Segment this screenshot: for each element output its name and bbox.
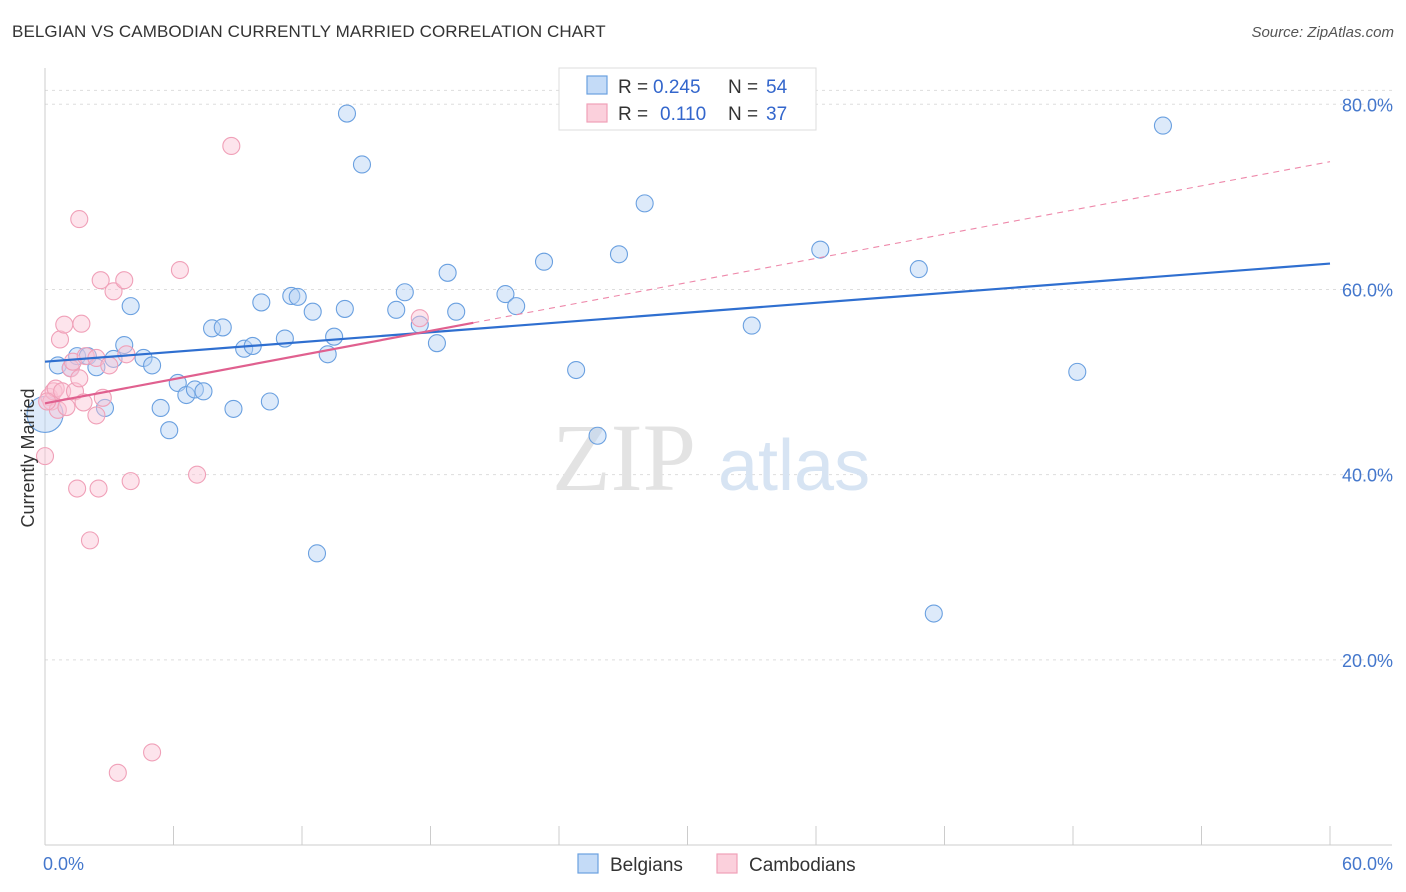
cambodian-point: [100, 356, 119, 375]
y-tick-label: 40.0%: [1342, 466, 1393, 486]
cambodian-point: [91, 271, 110, 290]
belgian-point: [335, 299, 354, 318]
belgian-point: [1153, 116, 1172, 135]
legend-swatch-cambodians: [586, 103, 608, 123]
belgian-point: [260, 392, 279, 411]
bottom-swatch-cambodians: [716, 853, 738, 874]
cambodian-point: [121, 472, 140, 491]
axes: [44, 68, 1392, 846]
belgian-point: [588, 426, 607, 445]
cambodian-point: [50, 330, 70, 349]
belgian-point: [252, 293, 271, 312]
tick-labels: 20.0% 40.0% 60.0% 80.0% 0.0% 60.0%: [43, 95, 1393, 874]
belgian-point: [609, 245, 629, 264]
legend-n-value-2: 37: [766, 104, 787, 125]
belgian-point: [143, 356, 162, 375]
belgian-point: [288, 287, 307, 306]
cambodian-point: [87, 406, 106, 425]
watermark-zip: ZIP: [552, 404, 696, 511]
cambodian-point: [74, 393, 93, 412]
belgian-point: [507, 297, 526, 316]
cambodian-point: [70, 369, 89, 388]
cambodian-point: [115, 271, 134, 290]
belgian-point: [213, 318, 232, 337]
belgian-point: [303, 302, 322, 321]
belgian-point: [427, 334, 446, 353]
belgian-point: [387, 300, 406, 319]
belgian-point: [177, 385, 196, 405]
cambodian-point: [55, 315, 74, 334]
x-tick-label-min: 0.0%: [43, 854, 84, 874]
belgian-point: [395, 283, 414, 302]
belgian-point: [635, 194, 654, 213]
y-tick-label: 20.0%: [1342, 651, 1393, 671]
belgian-point: [282, 286, 301, 306]
belgian-point: [1068, 362, 1087, 381]
cambodian-point: [170, 260, 189, 280]
watermark: ZIP atlas: [552, 404, 870, 511]
cambodian-point: [72, 314, 91, 333]
cambodian-point: [80, 531, 100, 550]
legend-n-label-1: N =: [728, 77, 758, 98]
trend-lines: [44, 161, 1331, 405]
series-legend: Belgians Cambodians: [577, 853, 856, 876]
cambodian-trend-line: [44, 321, 474, 405]
cambodian-point: [68, 479, 87, 498]
belgian-point: [121, 297, 140, 316]
cambodian-point: [108, 763, 127, 782]
belgian-point: [352, 155, 372, 174]
legend-n-value-1: 54: [766, 77, 788, 98]
belgian-point: [325, 327, 344, 346]
watermark-atlas: atlas: [718, 426, 870, 506]
legend-r-value-1: 0.245: [653, 77, 701, 98]
chart-title: BELGIAN VS CAMBODIAN CURRENTLY MARRIED C…: [12, 22, 606, 41]
legend-r-label-1: R =: [618, 77, 648, 98]
belgian-point: [534, 252, 554, 271]
belgian-point: [307, 544, 327, 563]
cambodian-point: [104, 282, 123, 301]
cambodian-points: [35, 136, 429, 782]
belgian-trend-line: [44, 262, 1331, 363]
belgian-point: [909, 260, 928, 279]
grid-lines: [45, 89, 1392, 661]
legend-r-value-2: 0.110: [660, 104, 706, 125]
source-label: Source: ZipAtlas.com: [1251, 24, 1394, 41]
belgian-point: [567, 360, 586, 380]
bottom-swatch-belgians: [577, 853, 599, 874]
belgian-point: [438, 263, 457, 282]
stats-legend: R = 0.245 N = 54 R = 0.110 N = 37: [558, 67, 817, 131]
cambodian-point: [70, 210, 89, 229]
belgian-point: [337, 104, 357, 123]
legend-swatch-belgians: [586, 75, 608, 95]
y-tick-label: 60.0%: [1342, 280, 1393, 300]
belgian-point: [160, 421, 179, 440]
cambodian-point: [188, 465, 207, 484]
cambodian-point: [410, 309, 429, 328]
belgian-point: [742, 316, 761, 335]
y-axis-title: Currently Married: [18, 388, 38, 527]
legend-n-label-2: N =: [728, 104, 758, 125]
cambodian-point: [143, 743, 162, 762]
cambodian-point: [89, 479, 108, 498]
bottom-legend-cambodians: Cambodians: [749, 855, 856, 876]
cambodian-trend-extension: [473, 161, 1331, 324]
belgian-point: [447, 302, 466, 321]
belgian-point: [224, 399, 243, 418]
cambodian-point: [222, 136, 241, 156]
belgian-point: [924, 604, 943, 623]
belgian-point: [811, 240, 830, 259]
x-tick-label-max: 60.0%: [1342, 854, 1393, 874]
belgian-point: [496, 285, 515, 304]
y-tick-label: 80.0%: [1342, 95, 1393, 115]
cambodian-point: [35, 447, 55, 466]
belgian-points: [26, 104, 1172, 623]
belgian-point: [151, 398, 170, 418]
bottom-legend-belgians: Belgians: [610, 855, 683, 876]
belgian-point: [194, 382, 213, 401]
legend-r-label-2: R =: [618, 104, 648, 125]
